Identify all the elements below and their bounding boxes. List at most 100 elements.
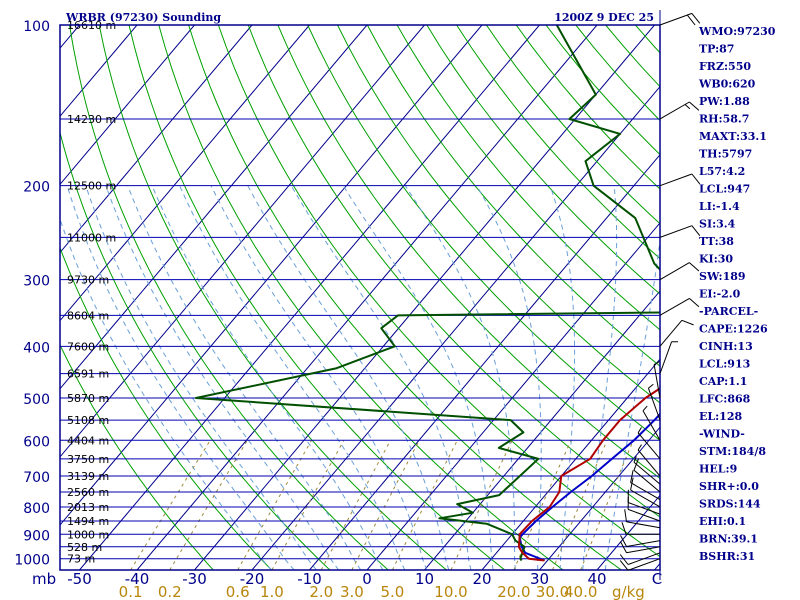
pressure-tick-label: 400 bbox=[23, 340, 50, 356]
moist-adiabat bbox=[404, 185, 516, 570]
station-title: WRBR (97230) Sounding bbox=[65, 11, 221, 24]
dry-adiabat bbox=[188, 25, 622, 570]
sounding-index-label: EHI:0.1 bbox=[699, 515, 746, 528]
mixing-ratio-tick-label: 1.0 bbox=[260, 583, 284, 600]
mixing-ratio-tick-label: 40.0 bbox=[564, 583, 597, 600]
pressure-tick-label: 1000 bbox=[14, 553, 50, 569]
dry-adiabat bbox=[426, 25, 660, 295]
dry-adiabat bbox=[277, 25, 660, 479]
moist-adiabat bbox=[476, 185, 542, 570]
height-label: 73 m bbox=[67, 553, 95, 566]
height-label: 6591 m bbox=[67, 368, 109, 381]
dry-adiabat bbox=[158, 25, 564, 570]
wind-barb bbox=[653, 361, 661, 399]
sounding-index-label: FRZ:550 bbox=[699, 60, 751, 73]
wind-barb bbox=[630, 470, 661, 501]
pressure-tick-label: 600 bbox=[23, 434, 50, 450]
isotherm-line bbox=[194, 25, 655, 570]
sounding-index-label: LCL:947 bbox=[699, 183, 750, 196]
wind-barb bbox=[659, 173, 701, 187]
height-label: 5870 m bbox=[67, 392, 109, 405]
sounding-index-label: SI:3.4 bbox=[699, 218, 736, 231]
moist-adiabat bbox=[549, 185, 576, 570]
wind-barb bbox=[620, 541, 661, 554]
wind-barb bbox=[621, 522, 661, 535]
sounding-index-label: -WIND- bbox=[699, 428, 745, 441]
sounding-indices: WMO:97230 TP:87 FRZ:550 WB0:620 PW:1.88 RH:58… bbox=[698, 25, 776, 563]
isotherm-line bbox=[251, 85, 660, 570]
mixing-ratio-tick-label: 30.0 bbox=[536, 583, 569, 600]
moist-adiabat bbox=[210, 185, 428, 570]
pressure-tick-label: 800 bbox=[23, 501, 50, 517]
pressure-tick-label: 200 bbox=[23, 180, 50, 196]
sounding-index-label: LFC:868 bbox=[699, 393, 751, 406]
height-label: 2560 m bbox=[67, 486, 109, 499]
sounding-index-label: BSHR:31 bbox=[699, 550, 755, 563]
pressure-unit-label: mb bbox=[32, 570, 56, 588]
mixing-ratio-line bbox=[391, 440, 458, 570]
temperature-tick-label: 10 bbox=[415, 570, 434, 588]
chart-grid bbox=[60, 25, 660, 570]
sounding-index-label: HEL:9 bbox=[699, 463, 737, 476]
temperature-tick-label: -20 bbox=[240, 570, 265, 588]
height-label: 3139 m bbox=[67, 470, 109, 483]
dry-adiabat bbox=[307, 25, 660, 441]
temperature-tick-label: -50 bbox=[67, 570, 92, 588]
mixing-ratio-line bbox=[450, 440, 513, 570]
mixing-ratio-line bbox=[130, 440, 211, 570]
isotherm-line bbox=[60, 25, 425, 458]
sounding-index-label: LI:-1.4 bbox=[699, 200, 740, 213]
mixing-ratio-tick-label: 0.6 bbox=[226, 583, 250, 600]
moist-adiabat bbox=[127, 185, 362, 570]
mixing-ratio-unit-label: g/kg bbox=[612, 583, 645, 600]
dry-adiabat bbox=[396, 25, 660, 331]
wind-barb bbox=[659, 297, 700, 316]
wind-barb bbox=[647, 383, 661, 421]
sounding-index-label: PW:1.88 bbox=[699, 95, 750, 108]
wind-barb bbox=[642, 405, 661, 441]
sounding-profiles bbox=[194, 25, 660, 562]
sounding-index-label: STM:184/8 bbox=[699, 445, 766, 458]
height-label: 14230 m bbox=[67, 113, 116, 126]
sounding-index-label: WMO:97230 bbox=[698, 25, 776, 38]
pressure-tick-label: 900 bbox=[23, 528, 50, 544]
dry-adiabat bbox=[60, 130, 331, 570]
temperature-tick-label: -40 bbox=[125, 570, 150, 588]
wind-barb bbox=[624, 509, 661, 529]
mixing-ratio-tick-label: 0.1 bbox=[119, 583, 143, 600]
sounding-index-label: TH:5797 bbox=[699, 148, 752, 161]
height-label: 5108 m bbox=[67, 414, 109, 427]
sounding-index-label: CAPE:1226 bbox=[699, 323, 768, 336]
sounding-index-label: EL:128 bbox=[699, 410, 742, 423]
wind-barb bbox=[659, 101, 700, 120]
isotherm-line bbox=[539, 426, 660, 570]
wind-barb bbox=[619, 558, 661, 571]
sounding-index-label: EI:-2.0 bbox=[699, 288, 741, 301]
moist-adiabat bbox=[85, 185, 317, 570]
height-label: 11000 m bbox=[67, 231, 116, 244]
mixing-ratio-tick-label: 2.0 bbox=[309, 583, 333, 600]
parcel-trace bbox=[518, 412, 660, 562]
height-label: 4404 m bbox=[67, 434, 109, 447]
isotherm-line bbox=[60, 25, 368, 390]
wind-barb bbox=[620, 535, 661, 547]
temperature-trace bbox=[517, 387, 660, 562]
sounding-index-label: MAXT:33.1 bbox=[699, 130, 767, 143]
mixing-ratio-line bbox=[552, 440, 608, 570]
height-label: 12500 m bbox=[67, 180, 116, 193]
pressure-tick-label: 500 bbox=[23, 392, 50, 408]
isotherm-line bbox=[79, 25, 540, 570]
temperature-tick-label: -30 bbox=[182, 570, 207, 588]
sounding-index-label: LCL:913 bbox=[699, 358, 750, 371]
temperature-tick-label: 40 bbox=[587, 570, 606, 588]
height-label: 7600 m bbox=[67, 340, 109, 353]
temperature-tick-label: -10 bbox=[297, 570, 322, 588]
isotherm-line bbox=[481, 358, 660, 570]
wind-barb bbox=[659, 319, 694, 347]
moist-adiabat bbox=[582, 185, 618, 570]
moist-adiabat bbox=[290, 185, 472, 570]
height-label: 3750 m bbox=[67, 453, 109, 466]
moist-adiabat bbox=[604, 237, 660, 570]
